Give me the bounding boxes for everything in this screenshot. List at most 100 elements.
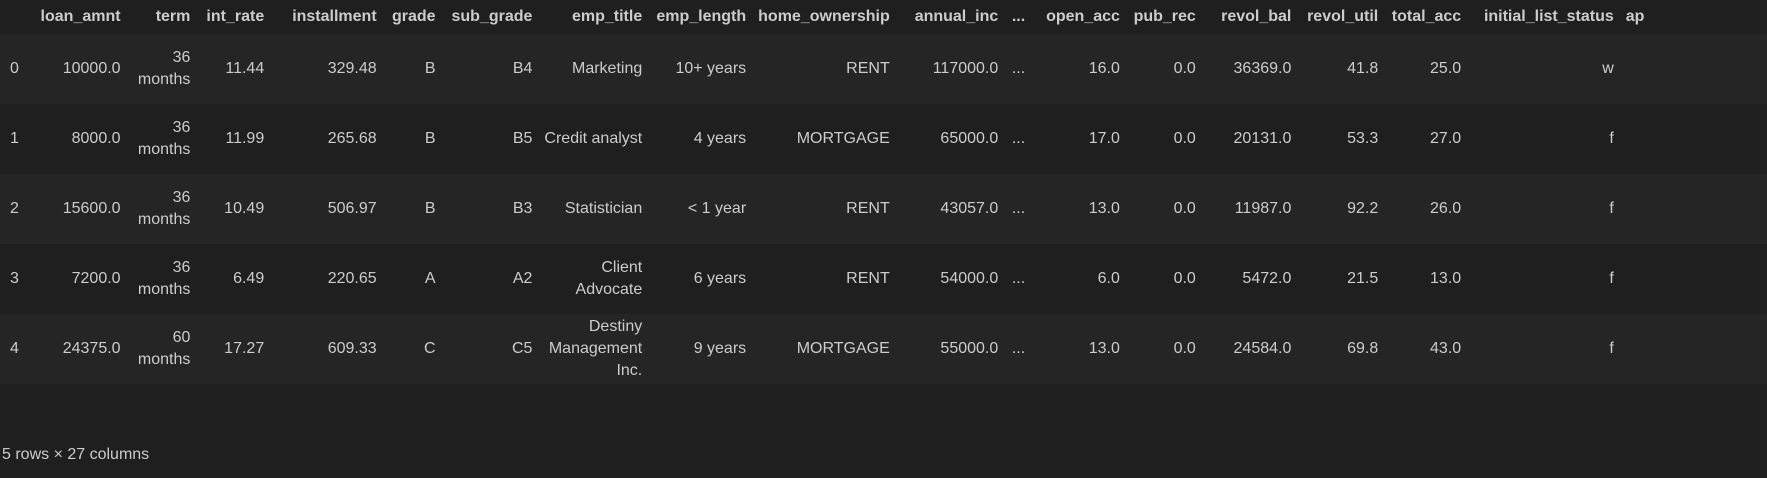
cell-installment: 220.65 bbox=[327, 270, 377, 287]
dataframe-table: loan_amnt term int_rate installment grad… bbox=[0, 0, 1767, 384]
cell-initial-list-status: f bbox=[1609, 270, 1614, 287]
cell-term: 36 months bbox=[137, 119, 191, 158]
cell-ap bbox=[1626, 244, 1767, 314]
table-row: 0 10000.0 36 months 11.44 329.48 B B4 Ma… bbox=[0, 34, 1767, 104]
cell-ellipsis: ... bbox=[1011, 60, 1026, 77]
cell-initial-list-status: f bbox=[1609, 200, 1614, 217]
header-revol-util: revol_util bbox=[1307, 8, 1379, 25]
row-index: 0 bbox=[10, 60, 19, 77]
header-initial-list-status: initial_list_status bbox=[1483, 8, 1614, 25]
cell-installment: 609.33 bbox=[327, 340, 377, 357]
cell-initial-list-status: f bbox=[1609, 130, 1614, 147]
cell-emp-length: 9 years bbox=[693, 340, 747, 357]
cell-emp-title: Marketing bbox=[571, 60, 643, 77]
cell-revol-util: 69.8 bbox=[1347, 340, 1379, 357]
cell-initial-list-status: f bbox=[1609, 340, 1614, 357]
cell-loan-amnt: 8000.0 bbox=[71, 130, 121, 147]
cell-emp-title: Destiny Management Inc. bbox=[548, 318, 643, 379]
header-total-acc: total_acc bbox=[1391, 8, 1462, 25]
header-annual-inc: annual_inc bbox=[914, 8, 999, 25]
table-row: 3 7200.0 36 months 6.49 220.65 A A2 Clie… bbox=[0, 244, 1767, 314]
cell-emp-length: 6 years bbox=[693, 270, 747, 287]
cell-annual-inc: 43057.0 bbox=[940, 200, 999, 217]
cell-revol-bal: 11987.0 bbox=[1234, 200, 1292, 217]
row-index: 3 bbox=[10, 270, 19, 287]
header-installment: installment bbox=[292, 8, 377, 25]
cell-home-ownership: RENT bbox=[846, 200, 890, 217]
cell-ap bbox=[1626, 174, 1767, 244]
cell-initial-list-status: w bbox=[1602, 60, 1614, 77]
cell-revol-util: 41.8 bbox=[1347, 60, 1379, 77]
cell-loan-amnt: 7200.0 bbox=[71, 270, 121, 287]
cell-installment: 265.68 bbox=[327, 130, 377, 147]
cell-emp-length: < 1 year bbox=[687, 200, 747, 217]
cell-ellipsis: ... bbox=[1011, 130, 1026, 147]
cell-loan-amnt: 15600.0 bbox=[62, 200, 121, 217]
row-index: 4 bbox=[10, 340, 19, 357]
cell-pub-rec: 0.0 bbox=[1173, 60, 1196, 77]
cell-pub-rec: 0.0 bbox=[1173, 130, 1196, 147]
cell-revol-bal: 5472.0 bbox=[1242, 270, 1292, 287]
header-loan-amnt: loan_amnt bbox=[40, 8, 121, 25]
table-row: 1 8000.0 36 months 11.99 265.68 B B5 Cre… bbox=[0, 104, 1767, 174]
cell-emp-title: Credit analyst bbox=[544, 130, 643, 147]
header-term: term bbox=[155, 8, 191, 25]
cell-ellipsis: ... bbox=[1011, 270, 1026, 287]
cell-grade: B bbox=[424, 200, 436, 217]
cell-ellipsis: ... bbox=[1011, 200, 1026, 217]
cell-revol-util: 53.3 bbox=[1347, 130, 1379, 147]
cell-annual-inc: 65000.0 bbox=[940, 130, 999, 147]
table-row: 4 24375.0 60 months 17.27 609.33 C C5 De… bbox=[0, 314, 1767, 384]
cell-emp-title: Statistician bbox=[564, 200, 643, 217]
cell-home-ownership: RENT bbox=[846, 60, 890, 77]
table-row: 2 15600.0 36 months 10.49 506.97 B B3 St… bbox=[0, 174, 1767, 244]
cell-int-rate: 11.44 bbox=[225, 60, 265, 77]
cell-emp-title: Client Advocate bbox=[575, 259, 643, 298]
cell-total-acc: 26.0 bbox=[1430, 200, 1462, 217]
header-emp-title: emp_title bbox=[571, 8, 643, 25]
cell-annual-inc: 54000.0 bbox=[940, 270, 999, 287]
cell-home-ownership: MORTGAGE bbox=[796, 340, 890, 357]
header-open-acc: open_acc bbox=[1046, 8, 1120, 25]
cell-grade: B bbox=[424, 130, 436, 147]
cell-loan-amnt: 24375.0 bbox=[62, 340, 121, 357]
header-home-ownership: home_ownership bbox=[758, 8, 890, 25]
cell-open-acc: 6.0 bbox=[1097, 270, 1120, 287]
cell-term: 36 months bbox=[137, 189, 191, 228]
cell-home-ownership: RENT bbox=[846, 270, 890, 287]
cell-ap bbox=[1626, 34, 1767, 104]
cell-grade: C bbox=[423, 340, 436, 357]
header-ap: ap bbox=[1625, 8, 1645, 25]
cell-grade: A bbox=[424, 270, 436, 287]
cell-term: 60 months bbox=[137, 329, 191, 368]
cell-open-acc: 16.0 bbox=[1088, 60, 1120, 77]
header-revol-bal: revol_bal bbox=[1221, 8, 1292, 25]
cell-total-acc: 13.0 bbox=[1430, 270, 1462, 287]
cell-int-rate: 17.27 bbox=[224, 340, 265, 357]
cell-open-acc: 13.0 bbox=[1088, 340, 1120, 357]
cell-total-acc: 27.0 bbox=[1430, 130, 1462, 147]
cell-revol-util: 21.5 bbox=[1347, 270, 1379, 287]
table-header: loan_amnt term int_rate installment grad… bbox=[0, 0, 1767, 34]
header-row: loan_amnt term int_rate installment grad… bbox=[0, 0, 1767, 34]
cell-total-acc: 43.0 bbox=[1430, 340, 1462, 357]
cell-open-acc: 17.0 bbox=[1088, 130, 1120, 147]
cell-term: 36 months bbox=[137, 49, 191, 88]
dataframe-shape-text: 5 rows × 27 columns bbox=[2, 446, 150, 463]
cell-int-rate: 11.99 bbox=[225, 130, 265, 147]
cell-revol-util: 92.2 bbox=[1347, 200, 1379, 217]
cell-ap bbox=[1626, 314, 1767, 384]
cell-grade: B bbox=[424, 60, 436, 77]
header-emp-length: emp_length bbox=[656, 8, 747, 25]
row-index: 1 bbox=[10, 130, 19, 147]
header-pub-rec: pub_rec bbox=[1133, 8, 1196, 25]
cell-total-acc: 25.0 bbox=[1430, 60, 1462, 77]
header-grade: grade bbox=[391, 8, 436, 25]
cell-sub-grade: B3 bbox=[512, 200, 533, 217]
cell-emp-length: 10+ years bbox=[675, 60, 747, 77]
cell-home-ownership: MORTGAGE bbox=[796, 130, 890, 147]
header-index bbox=[0, 0, 31, 34]
header-ellipsis: ... bbox=[1011, 8, 1026, 25]
cell-installment: 506.97 bbox=[327, 200, 377, 217]
